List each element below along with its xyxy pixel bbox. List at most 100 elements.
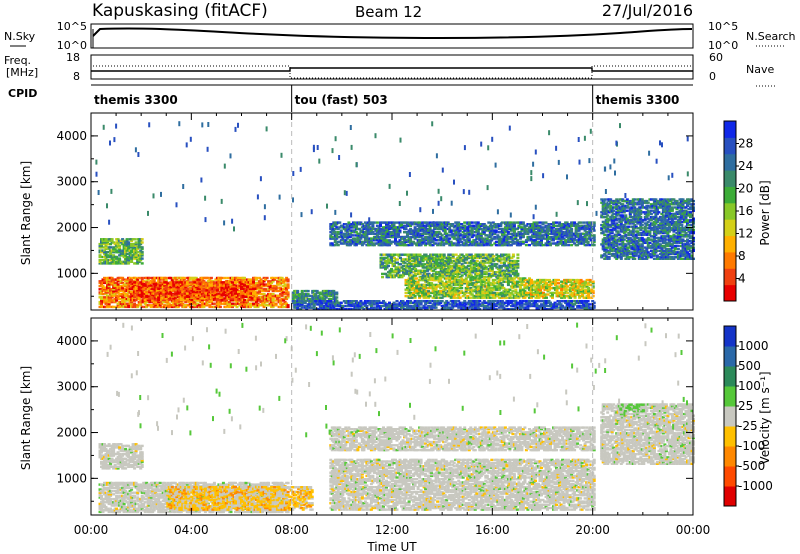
range-gate-cell: [445, 261, 449, 264]
range-gate-cell: [149, 284, 153, 287]
range-gate-cell: [398, 243, 402, 247]
range-gate-cell: [496, 258, 500, 261]
range-gate-cell: [134, 276, 138, 280]
range-gate-cell: [488, 296, 492, 299]
range-gate-cell: [388, 239, 391, 242]
range-gate-cell: [406, 258, 410, 261]
range-gate-cell: [528, 296, 531, 299]
range-gate-cell: [457, 242, 461, 245]
range-gate-cell: [501, 264, 505, 268]
range-gate-cell: [403, 253, 407, 256]
range-gate-cell: [460, 277, 464, 280]
range-gate-cell: [533, 282, 536, 285]
range-gate-cell: [133, 284, 137, 287]
range-gate-cell: [436, 221, 440, 224]
range-gate-cell: [495, 266, 499, 269]
range-gate-cell: [137, 294, 141, 297]
range-gate-cell: [463, 239, 467, 242]
range-gate-cell: [554, 280, 557, 283]
range-gate-cell: [100, 251, 103, 254]
range-gate-cell: [524, 282, 528, 285]
range-gate-cell: [241, 292, 245, 295]
range-gate-cell: [412, 256, 416, 260]
range-gate-cell: [176, 287, 180, 290]
range-gate-cell: [434, 283, 438, 287]
range-gate-cell: [523, 283, 527, 287]
range-gate-cell: [523, 277, 527, 280]
range-gate-cell: [142, 297, 146, 300]
range-gate-cell: [154, 284, 158, 287]
range-gate-cell: [536, 286, 539, 290]
range-gate-cell: [253, 298, 257, 302]
range-gate-cell: [157, 289, 161, 292]
range-gate-cell: [441, 258, 445, 261]
range-gate-cell: [537, 283, 541, 287]
range-gate-cell: [208, 304, 212, 307]
range-gate-cell: [341, 224, 345, 227]
range-gate-cell: [489, 261, 493, 264]
range-gate-cell: [208, 278, 212, 281]
range-gate-cell: [490, 290, 494, 293]
range-gate-cell: [136, 262, 140, 265]
range-gate-cell: [512, 280, 516, 283]
range-gate-cell: [560, 283, 564, 287]
range-gate-cell: [458, 227, 462, 231]
range-gate-cell: [514, 290, 518, 293]
range-gate-cell: [286, 280, 290, 283]
range-gate-cell: [259, 288, 263, 291]
range-gate-cell: [140, 305, 144, 309]
range-gate-cell: [250, 286, 254, 289]
range-gate-cell: [510, 256, 514, 260]
range-gate-cell: [151, 304, 155, 307]
range-gate-cell: [557, 282, 560, 285]
range-gate-cell: [345, 226, 349, 229]
range-gate-cell: [414, 263, 418, 266]
range-gate-cell: [417, 269, 421, 272]
range-gate-cell: [380, 242, 384, 245]
range-gate-cell: [470, 231, 474, 234]
range-gate-cell: [115, 288, 119, 291]
range-gate-cell: [418, 221, 422, 224]
range-gate-cell: [237, 292, 240, 295]
range-gate-cell: [400, 266, 404, 269]
range-gate-cell: [498, 272, 502, 276]
range-gate-cell: [537, 296, 541, 299]
range-gate-cell: [169, 292, 173, 295]
range-gate-cell: [407, 283, 411, 287]
range-gate-cell: [112, 280, 116, 283]
range-gate-cell: [152, 278, 156, 281]
range-gate-cell: [418, 259, 422, 263]
range-gate-cell: [496, 286, 500, 290]
range-gate-cell: [286, 291, 290, 294]
range-gate-cell: [137, 287, 141, 290]
range-gate-cell: [333, 231, 337, 234]
range-gate-cell: [406, 263, 410, 266]
range-gate-cell: [448, 237, 452, 240]
range-gate-cell: [463, 293, 467, 296]
range-gate-cell: [382, 235, 385, 239]
range-gate-cell: [145, 305, 149, 309]
range-gate-cell: [363, 239, 367, 242]
range-gate-cell: [409, 294, 413, 298]
range-gate-cell: [576, 291, 580, 295]
range-gate-cell: [252, 281, 255, 284]
range-gate-cell: [481, 253, 485, 256]
range-gate-cell: [106, 259, 109, 262]
range-gate-cell: [496, 267, 500, 271]
range-gate-cell: [436, 258, 440, 261]
range-gate-cell: [273, 286, 277, 289]
range-gate-cell: [481, 293, 485, 296]
range-gate-cell: [172, 282, 176, 286]
range-gate-cell: [185, 287, 189, 290]
range-gate-cell: [555, 288, 559, 291]
freq-tick-top: 18: [66, 51, 80, 64]
range-gate-cell: [433, 256, 437, 260]
range-gate-cell: [170, 305, 174, 309]
range-gate-cell: [134, 304, 138, 307]
range-gate-cell: [420, 271, 424, 274]
range-gate-cell: [274, 276, 278, 280]
nsky-tick-top: 10^5: [57, 20, 87, 33]
range-gate-cell: [291, 297, 295, 301]
range-gate-cell: [100, 242, 103, 246]
range-gate-cell: [405, 266, 408, 269]
